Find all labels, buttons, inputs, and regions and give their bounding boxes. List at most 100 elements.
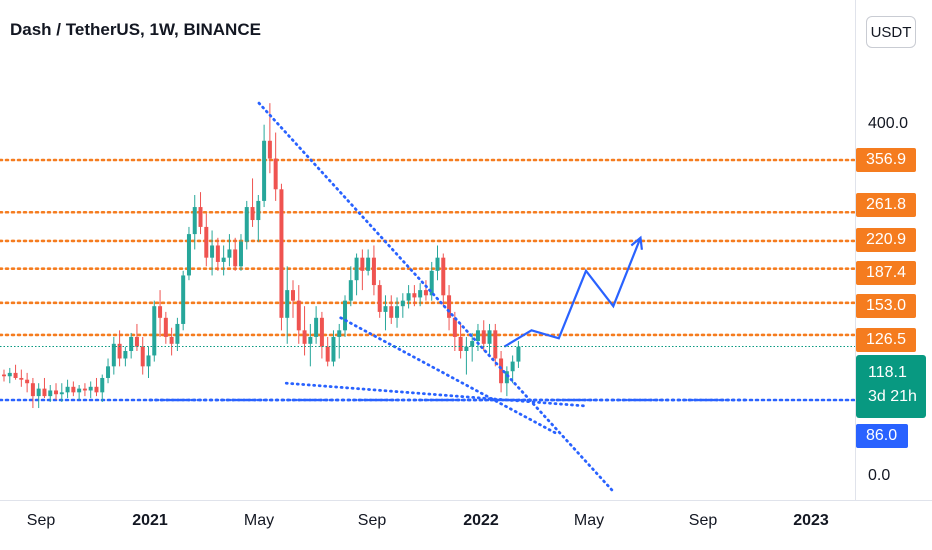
candle-body	[221, 257, 226, 262]
price-label-220-9: 220.9	[856, 228, 916, 252]
candle-body	[152, 306, 157, 356]
candle-body	[273, 158, 278, 190]
candle-body	[123, 350, 128, 359]
candle-body	[516, 346, 521, 362]
candle-body	[36, 388, 41, 397]
candle-body	[250, 207, 255, 221]
candle-body	[88, 386, 93, 391]
current-price: 118.1	[868, 364, 907, 381]
candles	[2, 103, 521, 409]
candle-body	[470, 341, 475, 347]
candle-body	[395, 306, 400, 318]
candle-body	[371, 257, 376, 286]
candle-body	[158, 306, 163, 318]
x-tick-label: Sep	[26, 512, 56, 529]
y-tick-label: 400.0	[868, 115, 909, 132]
candle-body	[42, 388, 47, 397]
price-label-153-0: 153.0	[856, 294, 916, 318]
candle-body	[198, 207, 203, 227]
candle-body	[117, 343, 122, 359]
candle-body	[111, 343, 116, 367]
candle-body	[308, 336, 313, 344]
currency-button[interactable]: USDT	[866, 16, 916, 48]
candle-body	[30, 383, 35, 397]
candle-body	[291, 290, 295, 301]
candle-body	[267, 140, 272, 159]
candle-body	[400, 300, 405, 307]
candle-body	[475, 330, 480, 342]
candle-body	[429, 270, 434, 296]
candle-body	[343, 300, 348, 331]
candle-body	[418, 290, 423, 298]
candle-body	[129, 336, 134, 351]
candle-body	[377, 285, 382, 312]
candle-body	[314, 317, 319, 337]
x-tick-label: 2021	[132, 512, 168, 529]
projection-arrow	[503, 237, 642, 348]
candle-body	[452, 317, 457, 337]
candle-body	[82, 388, 87, 391]
candle-body	[412, 293, 417, 298]
candle-body	[493, 330, 498, 359]
candle-body	[366, 257, 371, 271]
candle-body	[354, 257, 359, 281]
candle-body	[279, 189, 284, 318]
candle-body	[325, 346, 330, 362]
candle-body	[65, 386, 70, 393]
candle-body	[186, 234, 191, 276]
candle-body	[383, 306, 388, 312]
candle-body	[25, 379, 30, 384]
candle-body	[59, 392, 64, 395]
trendlines	[148, 101, 751, 493]
candle-body	[13, 372, 18, 378]
bar-countdown: 3d 21h	[868, 388, 917, 405]
price-label-261-8: 261.8	[856, 193, 916, 217]
chart-title: Dash / TetherUS, 1W, BINANCE	[10, 20, 261, 39]
y-tick-label: 0.0	[868, 467, 891, 484]
candle-body	[296, 300, 301, 331]
candle-body	[360, 257, 365, 271]
candle-body	[302, 330, 307, 344]
candle-body	[337, 330, 342, 337]
candle-body	[100, 377, 105, 393]
candle-body	[406, 293, 411, 301]
candle-body	[71, 386, 76, 393]
candle-body	[94, 386, 99, 393]
candle-body	[215, 245, 220, 262]
candle-body	[175, 323, 180, 344]
price-label-187-4: 187.4	[856, 261, 916, 285]
candle-body	[19, 377, 24, 380]
x-tick-label: Sep	[688, 512, 718, 529]
candle-body	[192, 207, 197, 235]
candle-body	[481, 330, 486, 344]
price-label-86-0: 86.0	[856, 424, 908, 448]
candle-body	[389, 306, 394, 318]
candle-body	[169, 336, 174, 344]
candle-body	[319, 317, 324, 347]
candle-body	[262, 140, 267, 201]
candle-body	[77, 388, 82, 393]
candle-body	[331, 336, 336, 362]
price-label-126-5: 126.5	[856, 328, 916, 352]
candle-body	[464, 346, 469, 351]
candle-body	[499, 358, 504, 384]
candle-body	[233, 249, 238, 267]
current-price-box: 118.1 3d 21h	[856, 355, 926, 418]
candle-body	[146, 355, 151, 367]
candle-body	[348, 280, 353, 301]
candle-body	[204, 226, 209, 258]
price-label-356-9: 356.9	[856, 148, 916, 172]
trendline	[257, 101, 615, 493]
candle-body	[163, 317, 168, 337]
x-tick-label: 2023	[793, 512, 829, 529]
candle-body	[227, 249, 232, 258]
x-tick-label: May	[573, 512, 605, 529]
candle-body	[7, 372, 12, 377]
candle-body	[48, 390, 53, 397]
candle-body	[504, 371, 509, 384]
candle-body	[181, 275, 186, 324]
candle-body	[134, 336, 139, 347]
candle-body	[510, 361, 515, 372]
x-tick-label: May	[243, 512, 275, 529]
